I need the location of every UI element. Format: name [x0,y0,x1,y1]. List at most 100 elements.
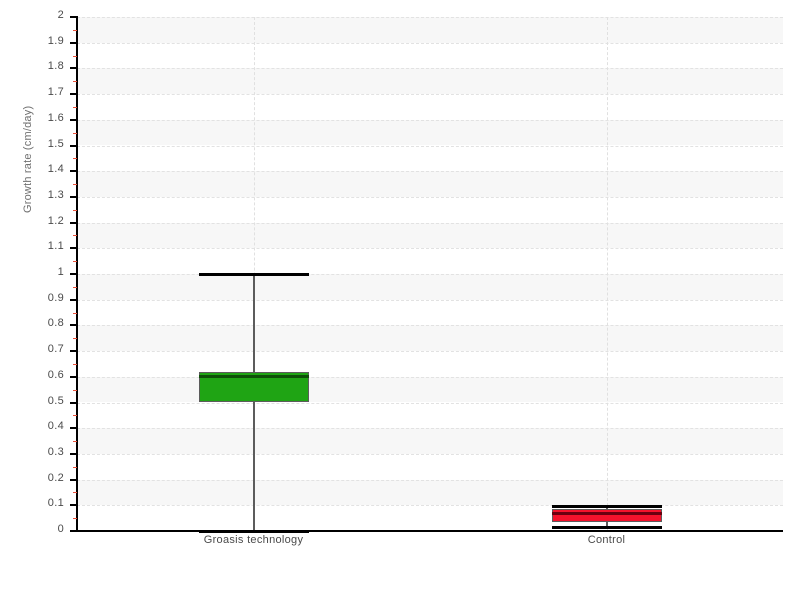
y-tick-label: 1.1 [47,240,64,253]
y-tick-minor [73,466,77,468]
whisker-cap-high [198,272,309,276]
y-tick-minor [73,132,77,134]
horizontal-gridline [77,68,783,70]
y-tick-label: 0.5 [47,394,64,407]
plot-band [77,171,783,197]
median-line [198,375,309,379]
whisker-cap-low [198,529,309,533]
whisker-cap-low [551,525,662,529]
y-tick-major [70,427,77,430]
y-tick-major [70,41,77,44]
y-tick-minor [73,518,77,520]
y-tick-major [70,144,77,147]
y-tick-label: 0.8 [47,317,64,330]
y-tick-major [70,170,77,173]
x-axis-line [77,530,783,532]
horizontal-gridline [77,376,783,378]
median-line [551,511,662,515]
vertical-gridline [606,17,608,531]
horizontal-gridline [77,299,783,301]
plot-band [77,325,783,352]
y-tick-major [70,195,77,198]
horizontal-gridline [77,94,783,96]
y-tick-label: 0.4 [47,420,64,433]
y-tick-minor [73,184,77,186]
y-tick-label: 0.7 [47,343,64,356]
plot-band [77,376,783,403]
horizontal-gridline [77,42,783,44]
y-tick-minor [73,235,77,237]
y-tick-minor [73,29,77,31]
y-tick-major [70,273,77,275]
y-tick-major [70,67,77,70]
horizontal-gridline [77,196,783,198]
plot-band [77,222,783,249]
horizontal-gridline [77,505,783,507]
y-tick-major [70,247,77,250]
plot-band [77,274,783,300]
whisker-line [252,274,255,531]
y-tick-major [70,221,77,224]
horizontal-gridline [77,351,783,353]
horizontal-gridline [77,222,783,224]
y-tick-label: 1.4 [47,163,64,176]
y-tick-major [70,375,77,378]
y-tick-minor [73,492,77,494]
plot-band [77,68,783,95]
y-tick-label: 1.5 [47,137,64,150]
y-tick-minor [73,441,77,443]
y-tick-major [70,401,77,404]
y-tick-label: 1.9 [47,34,64,47]
horizontal-gridline [77,325,783,327]
horizontal-gridline [77,17,783,18]
y-tick-label: 0.2 [47,471,64,484]
y-tick-major [70,324,77,327]
y-tick-major [70,16,77,18]
y-tick-minor [73,363,77,365]
y-tick-minor [73,338,77,340]
y-tick-minor [73,158,77,160]
horizontal-gridline [77,145,783,147]
y-tick-label: 2 [57,9,64,21]
horizontal-gridline [77,119,783,121]
horizontal-gridline [77,453,783,455]
y-axis-line [76,16,78,532]
y-tick-minor [73,106,77,108]
plot-band [77,428,783,454]
horizontal-gridline [77,248,783,250]
y-tick-minor [73,261,77,263]
y-tick-minor [73,55,77,57]
y-tick-label: 1.7 [47,86,64,99]
y-tick-major [70,530,77,532]
y-tick-label: 1.8 [47,60,64,73]
y-tick-label: 1 [57,266,64,278]
y-tick-major [70,118,77,121]
horizontal-gridline [77,171,783,173]
y-tick-label: 1.2 [47,214,64,227]
y-tick-major [70,93,77,96]
y-tick-minor [73,209,77,211]
horizontal-gridline [77,274,783,275]
y-tick-label: 0.3 [47,445,64,458]
y-tick-major [70,298,77,301]
whisker-cap-high [551,505,662,509]
plot-band [77,119,783,146]
y-tick-label: 0.6 [47,368,64,381]
y-tick-label: 0.1 [47,497,64,510]
horizontal-gridline [77,479,783,481]
y-tick-major [70,504,77,507]
y-tick-label: 0.9 [47,291,64,304]
y-axis-title: Growth rate (cm/day) [22,105,34,213]
y-tick-minor [73,389,77,391]
y-tick-minor [73,415,77,417]
x-category-label: Control [587,534,626,546]
y-tick-major [70,350,77,353]
plot-area [77,17,783,531]
y-tick-label: 0 [57,523,64,535]
horizontal-gridline [77,428,783,430]
y-tick-minor [73,81,77,83]
y-tick-major [70,478,77,481]
y-tick-label: 1.3 [47,188,64,201]
horizontal-gridline [77,402,783,404]
